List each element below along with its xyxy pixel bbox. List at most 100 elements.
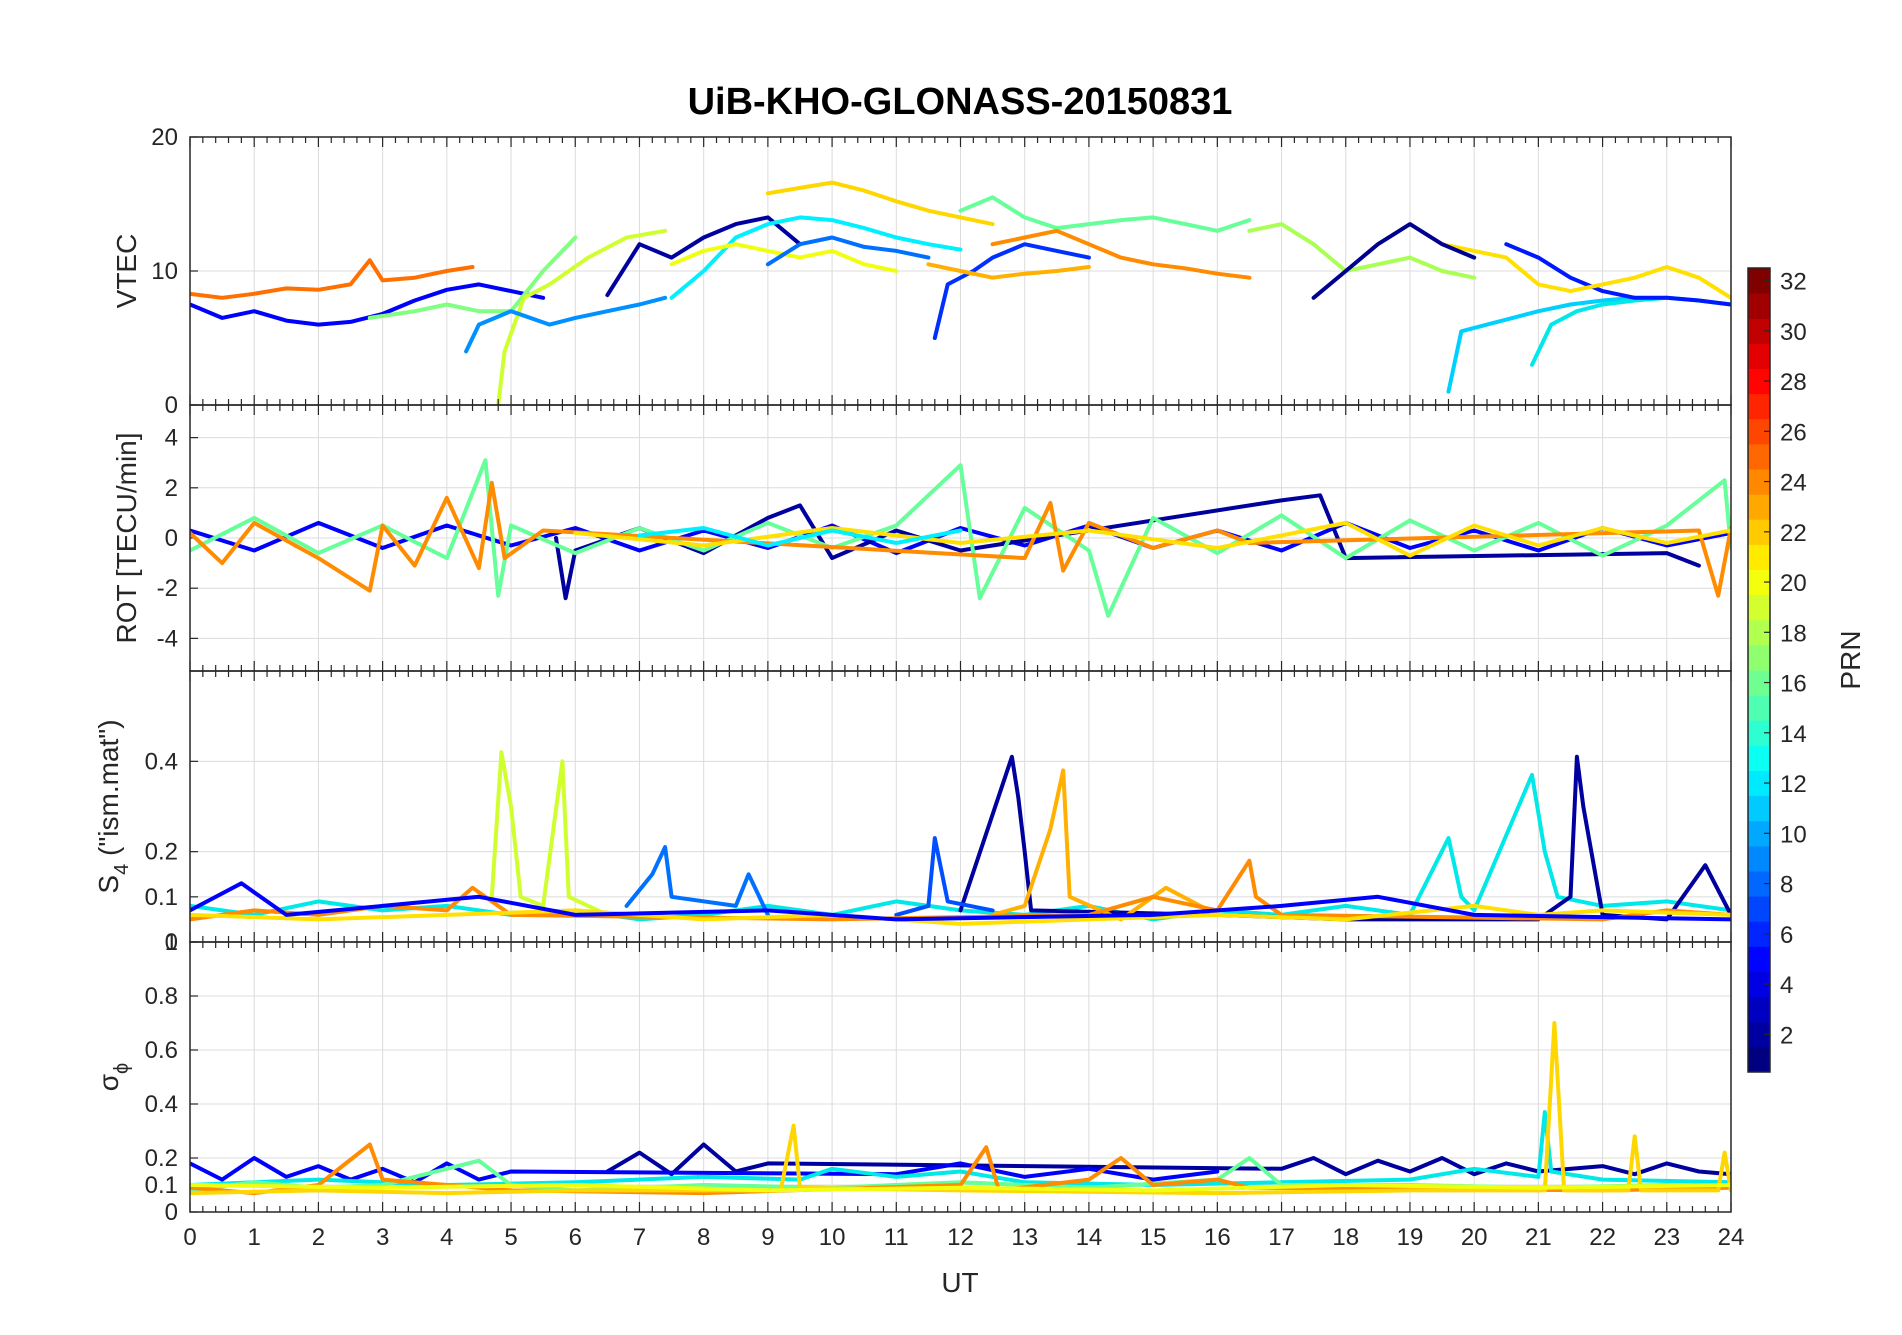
colorbar-tick-label: 2 bbox=[1780, 1022, 1793, 1049]
colorbar-segment bbox=[1748, 871, 1770, 897]
series-line-prn-2 bbox=[605, 215, 802, 298]
y-tick-label: -2 bbox=[157, 575, 178, 602]
series-line-prn-20 bbox=[190, 903, 1731, 926]
colorbar-segment bbox=[1748, 293, 1770, 319]
x-tick-label: 19 bbox=[1397, 1224, 1424, 1251]
series-line-prn-9 bbox=[464, 295, 668, 354]
x-tick-label: 24 bbox=[1718, 1224, 1745, 1251]
colorbar-segment bbox=[1748, 318, 1770, 344]
colorbar-segment bbox=[1748, 971, 1770, 998]
colorbar-tick-label: 20 bbox=[1780, 570, 1807, 597]
colorbar-tick-label: 28 bbox=[1780, 369, 1807, 396]
colorbar-segment bbox=[1748, 644, 1770, 671]
y-tick-label: 10 bbox=[151, 258, 178, 285]
colorbar-tick-label: 14 bbox=[1780, 721, 1807, 748]
series-line-prn-3 bbox=[190, 881, 1731, 922]
colorbar-tick-label: 24 bbox=[1780, 470, 1807, 497]
colorbar-segment bbox=[1748, 343, 1770, 369]
x-tick-label: 6 bbox=[569, 1224, 582, 1251]
series-line-prn-21 bbox=[190, 1021, 1731, 1196]
series-group-rot bbox=[190, 458, 1731, 618]
y-tick-label: 0.1 bbox=[145, 1172, 178, 1199]
y-axis-label-s4: S4 ("ism.mat") bbox=[93, 719, 133, 893]
colorbar-segment bbox=[1748, 519, 1770, 545]
x-axis-label: UT bbox=[941, 1267, 978, 1298]
series-line-prn-8 bbox=[765, 235, 931, 267]
x-tick-label: 4 bbox=[440, 1224, 453, 1251]
series-group-vtec bbox=[190, 180, 1731, 405]
x-tick-label: 3 bbox=[376, 1224, 389, 1251]
colorbar-tick-label: 30 bbox=[1780, 319, 1807, 346]
y-tick-label: -4 bbox=[157, 625, 178, 652]
x-tick-label: 11 bbox=[884, 1224, 909, 1251]
colorbar-segment bbox=[1748, 770, 1770, 797]
colorbar-segment bbox=[1748, 494, 1770, 520]
y-tick-label: 0 bbox=[165, 1199, 178, 1226]
colorbar-segment bbox=[1748, 569, 1770, 596]
y-tick-label: 0.1 bbox=[145, 884, 178, 911]
colorbar-segment bbox=[1748, 820, 1770, 847]
colorbar-segment bbox=[1748, 996, 1770, 1023]
y-label-main: σ bbox=[93, 1074, 124, 1091]
series-line-prn-23 bbox=[190, 1142, 1731, 1196]
x-tick-label: 17 bbox=[1268, 1224, 1295, 1251]
series-line-prn-23 bbox=[190, 480, 1731, 598]
colorbar-segment bbox=[1748, 393, 1770, 420]
series-line-prn-5 bbox=[932, 242, 1091, 340]
colorbar-segment bbox=[1748, 544, 1770, 570]
x-tick-label: 2 bbox=[312, 1224, 325, 1251]
colorbar-tick-label: 12 bbox=[1780, 771, 1807, 798]
y-label-rest: ("ism.mat") bbox=[93, 719, 124, 863]
colorbar-tick-label: 16 bbox=[1780, 671, 1807, 698]
series-line-prn-1 bbox=[1311, 222, 1477, 300]
x-tick-label: 9 bbox=[761, 1224, 774, 1251]
y-tick-label: 2 bbox=[165, 475, 178, 502]
x-tick-label: 20 bbox=[1461, 1224, 1488, 1251]
x-tick-label: 10 bbox=[819, 1224, 846, 1251]
panel-frame bbox=[189, 941, 1732, 1213]
y-label-main: S bbox=[93, 875, 124, 894]
series-line-prn-8 bbox=[624, 845, 770, 917]
x-axis: 0 1 2 3 4 5 6 7 8 9 10 11 12 13 14 15 16 17 18 19 20 21 22 23 24 bbox=[183, 1224, 1744, 1251]
colorbar-segment bbox=[1748, 695, 1770, 721]
colorbar-tick-label: 32 bbox=[1780, 269, 1807, 296]
colorbar-segment bbox=[1748, 418, 1770, 445]
colorbar-tick-label: 8 bbox=[1780, 872, 1793, 899]
x-tick-label: 18 bbox=[1332, 1224, 1359, 1251]
series-line-prn-17 bbox=[1247, 222, 1477, 280]
colorbar-tick-label: 10 bbox=[1780, 821, 1807, 848]
x-tick-label: 23 bbox=[1653, 1224, 1680, 1251]
colorbar-tick-label: 6 bbox=[1780, 922, 1793, 949]
series-line-prn-18 bbox=[496, 228, 668, 405]
series-line-prn-16 bbox=[958, 195, 1252, 233]
series-line-prn-14 bbox=[637, 526, 963, 548]
y-tick-label: 20 bbox=[151, 124, 178, 151]
x-tick-label: 7 bbox=[633, 1224, 646, 1251]
panel-vtec: 0 10 20 VTEC bbox=[111, 124, 1732, 419]
series-line-prn-23 bbox=[990, 228, 1252, 280]
colorbar-segment bbox=[1748, 1021, 1770, 1048]
series-line-prn-18 bbox=[489, 750, 610, 917]
series-line-prn-21 bbox=[765, 180, 995, 227]
y-tick-label: 0.6 bbox=[145, 1037, 178, 1064]
y-tick-label: 0.4 bbox=[145, 748, 178, 775]
y-tick-label: 0 bbox=[165, 525, 178, 552]
y-axis-label-vtec: VTEC bbox=[111, 234, 142, 309]
series-line-prn-6 bbox=[894, 836, 995, 917]
x-tick-label: 8 bbox=[697, 1224, 710, 1251]
colorbar-tick-label: 18 bbox=[1780, 620, 1807, 647]
series-line-prn-4 bbox=[1504, 242, 1731, 307]
colorbar-tick-label: 26 bbox=[1780, 419, 1807, 446]
y-tick-label: 1 bbox=[165, 929, 178, 956]
x-tick-label: 15 bbox=[1140, 1224, 1167, 1251]
series-group-sigma_phi bbox=[190, 1021, 1731, 1196]
series-line-prn-19 bbox=[190, 1183, 1731, 1193]
y-tick-label: 0 bbox=[165, 392, 178, 419]
colorbar-segment bbox=[1748, 594, 1770, 621]
x-tick-label: 16 bbox=[1204, 1224, 1231, 1251]
x-tick-label: 0 bbox=[183, 1224, 196, 1251]
colorbar-segment bbox=[1748, 845, 1770, 872]
colorbar-segment bbox=[1748, 469, 1770, 495]
